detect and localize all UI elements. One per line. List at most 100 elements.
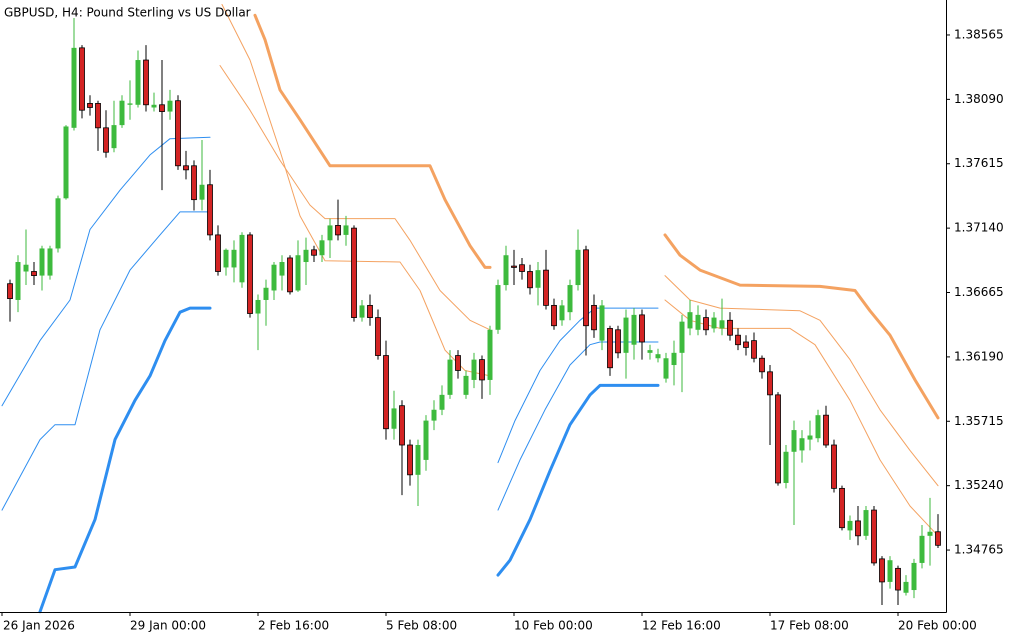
candle-body: [295, 255, 301, 291]
indicator-line: [496, 383, 660, 577]
candle-body: [503, 255, 509, 286]
x-tick-label: 17 Feb 08:00: [770, 619, 849, 633]
candle-body: [343, 225, 349, 235]
candle-body: [791, 430, 797, 452]
candle-body: [303, 249, 309, 263]
candle-body: [887, 560, 893, 582]
candle-body: [439, 394, 445, 410]
candle-body: [591, 304, 597, 331]
candle-body: [743, 341, 749, 348]
candle-body: [719, 320, 725, 329]
candle-body: [783, 451, 789, 483]
candle-body: [655, 354, 661, 359]
x-tick-label: 26 Jan 2026: [3, 619, 75, 633]
candle-body: [495, 285, 501, 330]
candle-body: [279, 262, 285, 276]
candle-body: [727, 319, 733, 336]
candle-body: [143, 59, 149, 106]
candle-body: [615, 329, 621, 354]
candle-body: [47, 248, 53, 276]
candle-body: [111, 125, 117, 149]
plot-area: [1, 4, 941, 614]
candle-body: [271, 264, 277, 291]
y-tick-label: 1.38565: [954, 27, 1004, 41]
candle-body: [599, 305, 605, 341]
candle-body: [263, 287, 269, 300]
candle-body: [879, 558, 885, 583]
candle-body: [23, 264, 29, 272]
y-tick-label: 1.37615: [954, 156, 1004, 170]
candle-body: [351, 227, 357, 318]
candle-body: [759, 357, 765, 373]
candle-body: [391, 408, 397, 429]
candle-body: [159, 104, 165, 112]
x-tick-label: 29 Jan 00:00: [130, 619, 206, 633]
x-tick-label: 2 Feb 16:00: [258, 619, 329, 633]
candle-body: [319, 240, 325, 256]
y-tick-label: 1.34765: [954, 543, 1004, 557]
x-tick-label: 12 Feb 16:00: [642, 619, 721, 633]
candle-body: [375, 317, 381, 356]
candle-body: [895, 567, 901, 591]
indicator-line: [253, 13, 492, 269]
candle-body: [311, 249, 317, 256]
candle-body: [135, 60, 141, 105]
candle-body: [223, 249, 229, 268]
candle-body: [95, 103, 101, 129]
y-tick-label: 1.36665: [954, 285, 1004, 299]
candle-body: [103, 127, 109, 153]
candle-body: [239, 234, 245, 283]
candle-body: [31, 271, 37, 276]
candle-body: [815, 415, 821, 439]
candle-body: [479, 359, 485, 381]
candle-body: [535, 270, 541, 288]
indicator-line: [221, 4, 491, 377]
candle-body: [463, 375, 469, 395]
candle-body: [527, 271, 533, 289]
candle-body: [623, 317, 629, 353]
candle-body: [15, 262, 21, 300]
indicator-line: [1, 136, 211, 407]
candle-body: [927, 531, 933, 536]
candle-body: [855, 520, 861, 537]
candle-body: [663, 358, 669, 379]
y-tick-label: 1.37140: [954, 221, 1004, 235]
candle-body: [679, 321, 685, 353]
candle-body: [767, 371, 773, 396]
candle-body: [823, 414, 829, 446]
candle-body: [231, 249, 237, 268]
candle-body: [863, 510, 869, 536]
candle-body: [751, 340, 757, 359]
candle-body: [71, 47, 77, 128]
candle-body: [191, 165, 197, 201]
candle-body: [559, 305, 565, 321]
candle-body: [151, 104, 157, 108]
candle-body: [255, 299, 261, 314]
candle-body: [831, 444, 837, 489]
candle-body: [367, 304, 373, 318]
candle-body: [55, 198, 61, 249]
candle-body: [455, 355, 461, 371]
y-tick-label: 1.35240: [954, 478, 1004, 492]
indicator-line: [663, 233, 940, 420]
candle-body: [695, 314, 701, 330]
indicator-line: [1, 211, 211, 511]
candle-body: [775, 394, 781, 484]
candle-body: [415, 445, 421, 475]
x-tick-label: 10 Feb 00:00: [514, 619, 593, 633]
candle-body: [711, 317, 717, 329]
candle-body: [287, 257, 293, 293]
candle-body: [383, 355, 389, 430]
candle-body: [543, 269, 549, 306]
candle-body: [671, 352, 677, 366]
candle-body: [127, 103, 133, 105]
candle-body: [87, 103, 93, 108]
candle-body: [639, 314, 645, 343]
candle-body: [215, 234, 221, 272]
candle-body: [511, 265, 517, 268]
candle-body: [447, 359, 453, 395]
candle-body: [471, 359, 477, 380]
candle-body: [607, 328, 613, 369]
candle-body: [327, 225, 333, 241]
